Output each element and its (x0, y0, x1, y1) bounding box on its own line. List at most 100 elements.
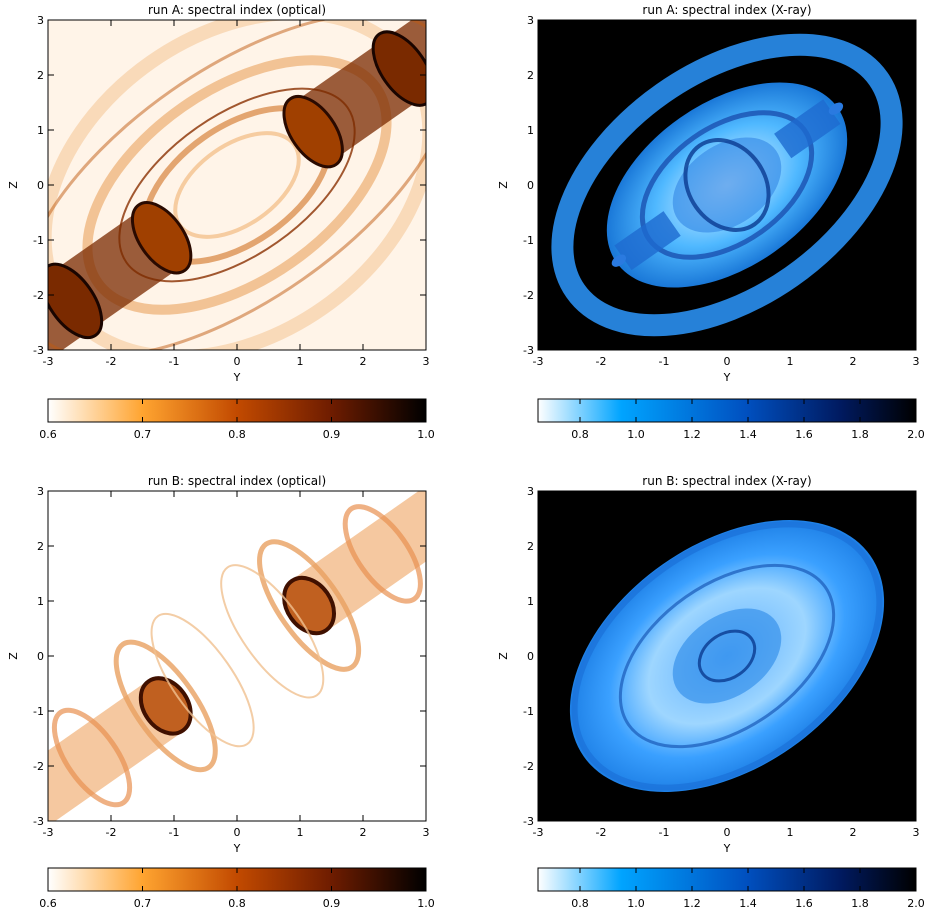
y-tick-label: -2 (523, 289, 534, 302)
panel-b-optical: run B: spectral index (optical) -3 -2 -1 0 1… (7, 474, 435, 910)
y-tick-label: -1 (523, 705, 534, 718)
x-tick-label: 3 (423, 355, 430, 368)
x-tick-label: -2 (596, 355, 607, 368)
y-tick-label: 3 (527, 14, 534, 27)
colorbar-ticks: 0.8 1.0 1.2 1.4 1.6 1.8 2.0 (571, 868, 925, 910)
panel-a-xray: run A: spectral index (X-ray) -3 -2 -1 0 1 2 3… (497, 3, 925, 441)
y-tick-label: 0 (37, 650, 44, 663)
y-tick-label: -2 (523, 760, 534, 773)
x-tick-label: -1 (169, 355, 180, 368)
x-tick-label: 0 (234, 826, 241, 839)
y-tick-label: 1 (527, 595, 534, 608)
colorbar-tick-label: 1.0 (417, 897, 435, 910)
y-tick-label: 2 (37, 540, 44, 553)
x-tick-label: 2 (360, 355, 367, 368)
y-axis-label: Z (7, 652, 20, 660)
y-tick-label: 3 (527, 485, 534, 498)
y-tick-label: -2 (33, 289, 44, 302)
colorbar-tick-label: 0.8 (228, 897, 246, 910)
colorbar-tick-label: 0.6 (39, 428, 57, 441)
colorbar-tick-label: 0.7 (134, 897, 152, 910)
x-tick-label: 2 (360, 826, 367, 839)
y-tick-label: -3 (523, 344, 534, 357)
x-tick-label: -2 (596, 826, 607, 839)
y-tick-label: -3 (33, 344, 44, 357)
colorbar-ticks: 0.6 0.7 0.8 0.9 1.0 (39, 399, 435, 441)
colorbar-scale (537, 867, 917, 892)
axes: -3 -2 -1 0 1 2 3 -3 -2 -1 0 1 2 3 (523, 485, 919, 839)
x-tick-label: 1 (297, 355, 304, 368)
x-tick-label: 3 (913, 826, 920, 839)
colorbar-tick-label: 1.2 (683, 897, 701, 910)
y-tick-label: -1 (33, 705, 44, 718)
y-tick-label: 0 (37, 179, 44, 192)
y-tick-label: 3 (37, 14, 44, 27)
x-tick-label: 2 (850, 355, 857, 368)
panel-b-xray: run B: spectral index (X-ray) -3 -2 -1 0 1 2 3… (497, 474, 925, 910)
y-axis-label: Z (497, 181, 510, 189)
colorbar-tick-label: 1.4 (739, 897, 757, 910)
colorbar-ticks: 0.6 0.7 0.8 0.9 1.0 (39, 868, 435, 910)
colorbar-tick-label: 2.0 (907, 428, 925, 441)
colorbar-tick-label: 1.8 (851, 428, 869, 441)
y-tick-label: -1 (33, 234, 44, 247)
optical-image-b (48, 491, 426, 821)
colorbar-tick-label: 1.6 (795, 428, 813, 441)
y-axis-label: Z (497, 652, 510, 660)
x-tick-label: -3 (43, 355, 54, 368)
colorbar: 0.8 1.0 1.2 1.4 1.6 1.8 2.0 (537, 398, 925, 441)
colorbar-tick-label: 0.9 (323, 897, 341, 910)
axes: -3 -2 -1 0 1 2 3 -3 -2 -1 0 1 2 3 (33, 14, 429, 368)
y-tick-label: 0 (527, 650, 534, 663)
x-tick-label: -1 (169, 826, 180, 839)
optical-image-a (48, 20, 426, 350)
x-tick-label: 0 (724, 355, 731, 368)
colorbar-tick-label: 1.4 (739, 428, 757, 441)
x-tick-label: 1 (787, 826, 794, 839)
y-tick-label: 1 (37, 595, 44, 608)
colorbar-tick-label: 0.7 (134, 428, 152, 441)
colorbar-tick-label: 1.0 (627, 897, 645, 910)
y-tick-label: -2 (33, 760, 44, 773)
panel-title: run B: spectral index (optical) (148, 474, 326, 488)
x-tick-label: -2 (106, 355, 117, 368)
x-axis-label: Y (723, 371, 731, 384)
colorbar: 0.6 0.7 0.8 0.9 1.0 (39, 867, 435, 910)
x-tick-label: 1 (297, 826, 304, 839)
x-tick-label: -3 (533, 355, 544, 368)
axes: -3 -2 -1 0 1 2 3 -3 -2 -1 0 1 2 3 (33, 485, 429, 839)
x-axis-label: Y (233, 842, 241, 855)
y-tick-label: 1 (37, 124, 44, 137)
y-axis-label: Z (7, 181, 20, 189)
x-tick-label: -3 (43, 826, 54, 839)
x-axis-label: Y (723, 842, 731, 855)
x-axis-label: Y (233, 371, 241, 384)
x-tick-label: 2 (850, 826, 857, 839)
x-tick-label: -1 (659, 826, 670, 839)
colorbar-tick-label: 0.9 (323, 428, 341, 441)
x-tick-label: 1 (787, 355, 794, 368)
y-tick-label: 3 (37, 485, 44, 498)
colorbar-tick-label: 1.6 (795, 897, 813, 910)
y-tick-label: 2 (37, 69, 44, 82)
y-tick-label: 2 (527, 540, 534, 553)
colorbar: 0.6 0.7 0.8 0.9 1.0 (39, 398, 435, 441)
colorbar-tick-label: 0.8 (571, 428, 589, 441)
colorbar-tick-label: 1.0 (417, 428, 435, 441)
colorbar-tick-label: 0.6 (39, 897, 57, 910)
colorbar-ticks: 0.8 1.0 1.2 1.4 1.6 1.8 2.0 (571, 399, 925, 441)
colorbar-scale (537, 398, 917, 423)
panel-title: run B: spectral index (X-ray) (642, 474, 811, 488)
y-tick-label: 0 (527, 179, 534, 192)
x-tick-label: 0 (234, 355, 241, 368)
axes: -3 -2 -1 0 1 2 3 -3 -2 -1 0 1 2 3 (523, 14, 919, 368)
colorbar-tick-label: 1.0 (627, 428, 645, 441)
y-tick-label: 1 (527, 124, 534, 137)
panel-a-optical: run A: spectral index (optical) (7, 3, 435, 441)
y-tick-label: 2 (527, 69, 534, 82)
xray-image-a (538, 20, 916, 350)
x-tick-label: -3 (533, 826, 544, 839)
y-tick-label: -3 (33, 815, 44, 828)
panel-title: run A: spectral index (optical) (148, 3, 326, 17)
colorbar-tick-label: 1.2 (683, 428, 701, 441)
